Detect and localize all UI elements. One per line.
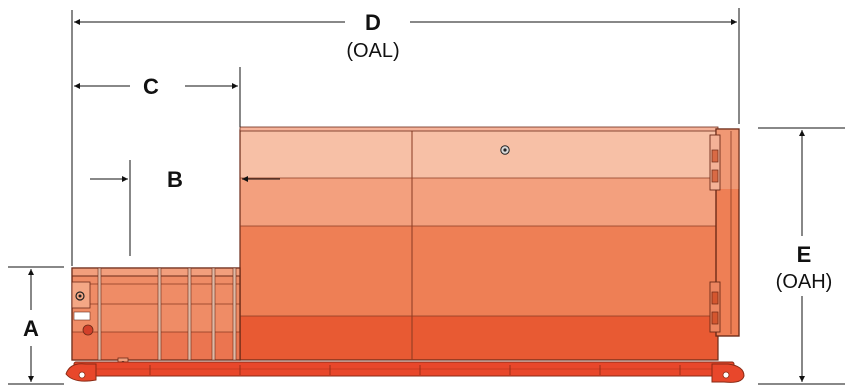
lock-icon: [500, 145, 510, 155]
dimension-d: D (OAL): [74, 10, 737, 62]
dimension-b: B: [90, 167, 280, 192]
hopper-section: [71, 267, 241, 369]
dimension-c-label: C: [143, 74, 159, 99]
dimension-e: E (OAH): [776, 130, 833, 382]
dimension-b-label: B: [167, 167, 183, 192]
dimension-c: C: [74, 74, 238, 99]
dimension-d-label: D: [365, 10, 381, 35]
base-frame: [65, 361, 745, 383]
dimension-a-label: A: [23, 316, 39, 341]
rear-door: [709, 128, 740, 337]
dimension-a: A: [23, 269, 39, 382]
compactor-illustration: [65, 126, 745, 383]
dimension-d-note: (OAL): [346, 40, 399, 62]
dimension-e-label: E: [797, 242, 812, 267]
dimension-lines: [8, 8, 845, 385]
container-body: [239, 126, 719, 361]
dimension-e-note: (OAH): [776, 271, 833, 293]
